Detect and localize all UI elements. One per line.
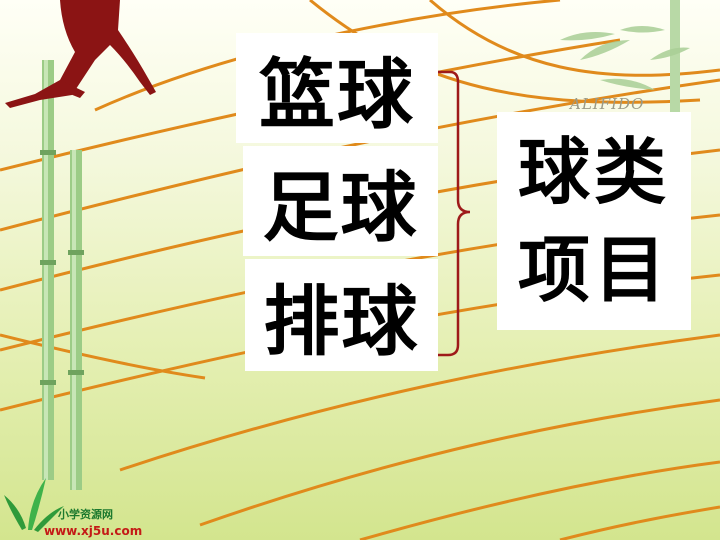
category-line1: 球类: [517, 130, 670, 214]
bamboo-stalk-icon: [40, 0, 680, 490]
track-line: [0, 333, 206, 380]
logo-name: 小学资源网: [58, 508, 113, 521]
brace-icon: [438, 70, 471, 357]
track-line: [559, 505, 720, 540]
track-line: [309, 0, 701, 104]
track-line: [119, 333, 720, 472]
runner-silhouette-icon: [5, 0, 156, 108]
category-box: 球类 项目: [497, 112, 691, 330]
leaf-logo-icon: [4, 478, 64, 532]
logo-url: www.xj5u.com: [44, 524, 143, 538]
bamboo-leaves-icon: [560, 26, 690, 90]
category-line2: 项目: [517, 228, 670, 312]
track-line: [199, 398, 720, 527]
sport-football: 足球: [243, 146, 438, 256]
watermark-text: ALIFIDO: [570, 95, 645, 113]
sport-volleyball: 排球: [245, 259, 438, 371]
track-line: [359, 460, 720, 540]
sport-basketball: 篮球: [236, 33, 438, 143]
track-line: [94, 0, 561, 112]
